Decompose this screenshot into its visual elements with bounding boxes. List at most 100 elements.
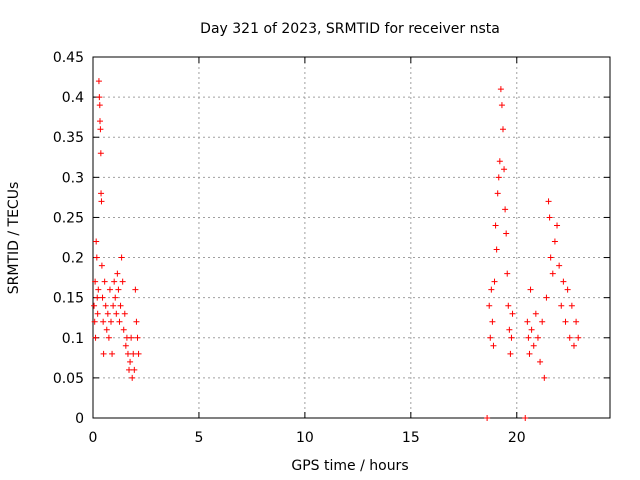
y-tick-label: 0.4 xyxy=(62,90,84,106)
data-point xyxy=(94,310,101,317)
data-point xyxy=(114,270,121,277)
data-point xyxy=(489,318,496,325)
data-point xyxy=(492,222,499,229)
data-point xyxy=(97,126,104,133)
data-point xyxy=(491,278,498,285)
x-tick-label: 5 xyxy=(194,430,203,446)
data-point xyxy=(104,310,111,317)
data-point xyxy=(118,254,125,261)
data-point xyxy=(545,198,552,205)
data-point xyxy=(532,310,539,317)
data-point xyxy=(94,294,101,301)
data-point xyxy=(568,302,575,309)
data-point xyxy=(91,318,98,325)
data-point xyxy=(525,334,532,341)
data-point xyxy=(133,318,140,325)
data-point xyxy=(124,350,131,357)
data-point xyxy=(109,350,116,357)
data-point xyxy=(566,334,573,341)
data-point xyxy=(119,278,126,285)
data-point xyxy=(507,350,514,357)
data-point xyxy=(98,190,105,197)
data-point xyxy=(115,286,122,293)
x-tick-label: 0 xyxy=(89,430,98,446)
data-point xyxy=(100,318,107,325)
y-tick-label: 0.05 xyxy=(53,371,84,387)
grid xyxy=(93,57,610,418)
x-axis: 0 5 10 15 20 xyxy=(89,57,526,446)
data-point xyxy=(112,294,119,301)
data-point xyxy=(493,246,500,253)
data-point xyxy=(564,286,571,293)
data-point xyxy=(524,318,531,325)
data-point xyxy=(496,158,503,165)
data-point xyxy=(96,94,103,101)
data-point xyxy=(110,302,117,309)
data-point xyxy=(560,278,567,285)
data-point xyxy=(522,415,529,421)
data-point xyxy=(499,126,506,133)
data-point xyxy=(97,150,104,157)
y-axis-title: SRMTID / TECUs xyxy=(6,182,22,295)
data-point xyxy=(116,318,123,325)
data-point xyxy=(134,334,141,341)
x-tick-label: 10 xyxy=(296,430,314,446)
y-tick-label: 0.2 xyxy=(62,251,84,267)
data-point xyxy=(98,198,105,205)
data-point xyxy=(494,190,501,197)
data-point xyxy=(103,326,110,333)
data-point xyxy=(121,310,128,317)
data-point xyxy=(506,326,513,333)
data-point xyxy=(102,302,109,309)
data-point xyxy=(503,230,510,237)
y-axis: 0 0.05 0.1 0.15 0.2 0.25 0.3 0.35 0.4 0.45 xyxy=(53,50,610,427)
data-point xyxy=(95,286,102,293)
data-point xyxy=(575,334,582,341)
data-point xyxy=(490,342,497,349)
data-point xyxy=(105,334,112,341)
data-point xyxy=(562,318,569,325)
data-point xyxy=(508,334,515,341)
data-point xyxy=(573,318,580,325)
data-point xyxy=(502,206,509,213)
data-point xyxy=(98,262,105,269)
data-point xyxy=(120,326,127,333)
data-point xyxy=(93,254,100,261)
data-point xyxy=(92,278,99,285)
data-point xyxy=(130,350,137,357)
data-point xyxy=(558,302,565,309)
y-tick-label: 0.35 xyxy=(53,130,84,146)
data-point xyxy=(91,302,98,309)
data-point xyxy=(534,334,541,341)
data-point xyxy=(484,415,491,421)
data-point xyxy=(486,302,493,309)
chart-title: Day 321 of 2023, SRMTID for receiver nst… xyxy=(200,21,500,37)
data-point xyxy=(509,310,516,317)
data-point xyxy=(92,334,99,341)
data-point xyxy=(126,366,133,373)
data-points xyxy=(91,78,582,421)
data-point xyxy=(546,214,553,221)
data-point xyxy=(117,302,124,309)
data-point xyxy=(554,222,561,229)
data-point xyxy=(528,326,535,333)
data-point xyxy=(108,318,115,325)
data-point xyxy=(501,166,508,173)
data-point xyxy=(547,254,554,261)
data-point xyxy=(530,342,537,349)
data-point xyxy=(527,286,534,293)
data-point xyxy=(131,366,138,373)
data-point xyxy=(537,358,544,365)
data-point xyxy=(551,238,558,245)
data-point xyxy=(526,350,533,357)
data-point xyxy=(556,262,563,269)
data-point xyxy=(95,78,102,85)
data-point xyxy=(100,350,107,357)
y-tick-label: 0 xyxy=(75,411,84,427)
data-point xyxy=(495,174,502,181)
data-point xyxy=(99,294,106,301)
data-point xyxy=(505,302,512,309)
data-point xyxy=(128,334,135,341)
data-point xyxy=(101,278,108,285)
